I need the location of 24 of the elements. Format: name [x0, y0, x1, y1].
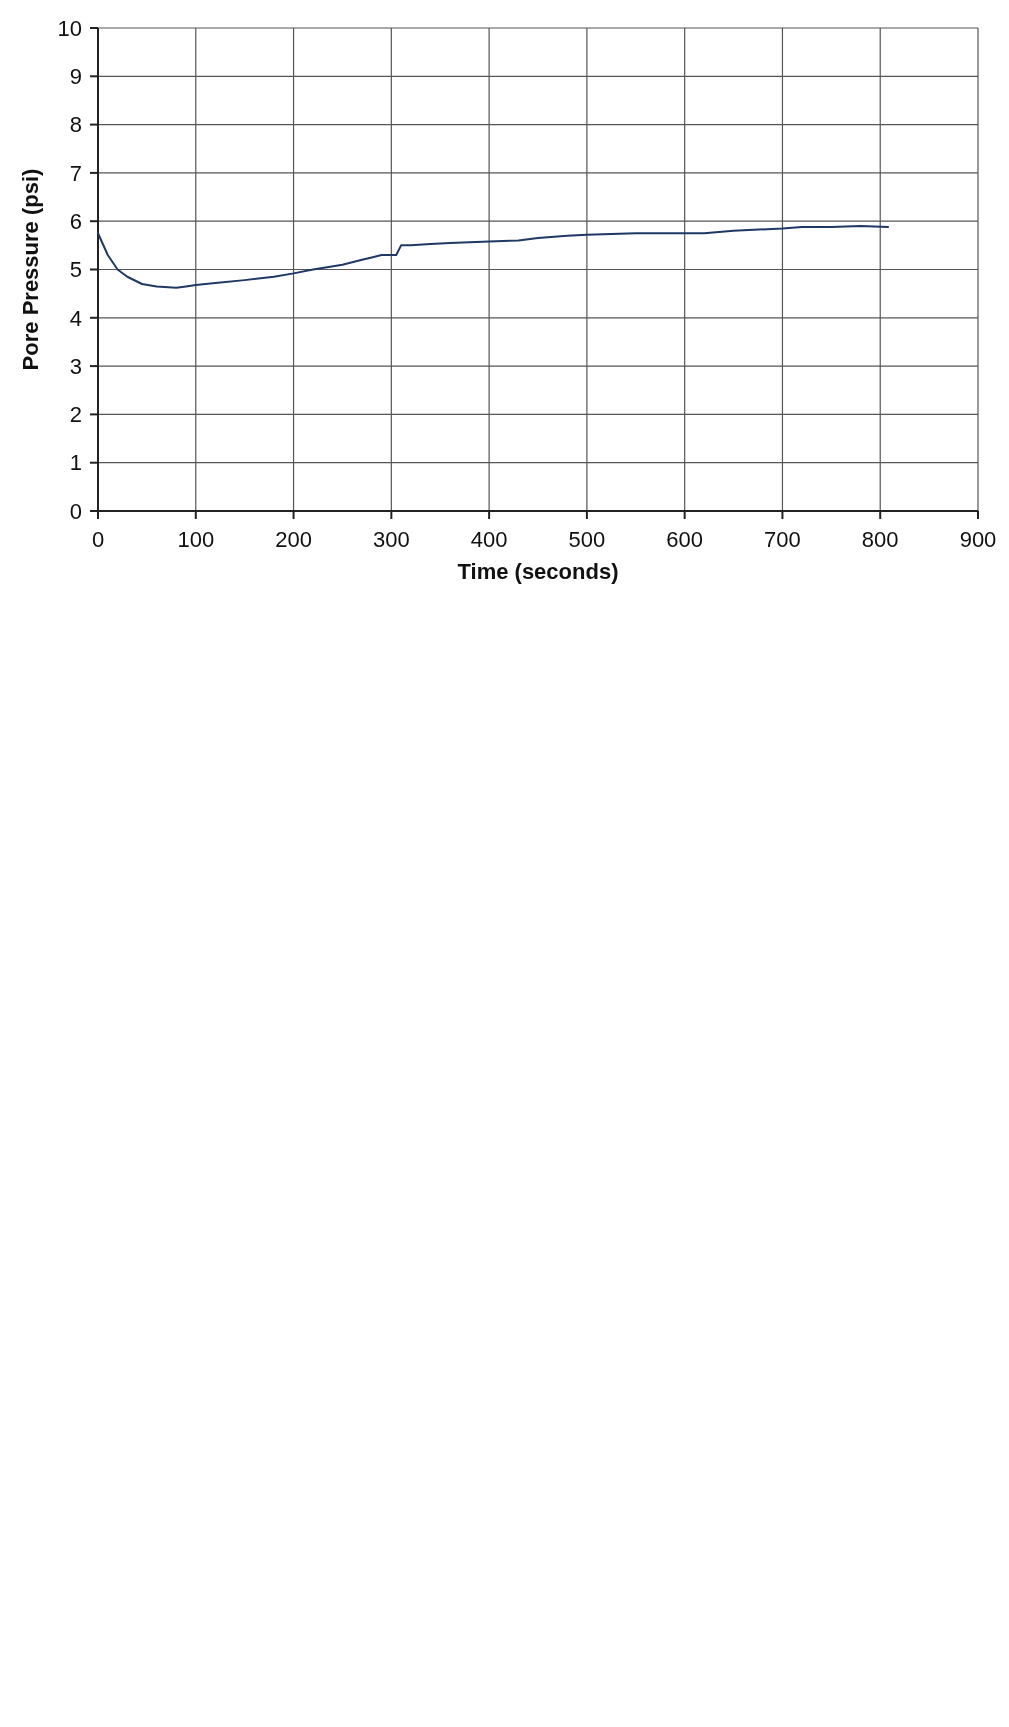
y-tick-label: 1 — [69, 450, 82, 476]
y-axis-title: Pore Pressure (psi) — [18, 168, 43, 371]
y-tick-label: 7 — [69, 160, 82, 186]
y-tick-label: 6 — [69, 208, 82, 234]
y-tick-label: 5 — [69, 257, 82, 283]
y-tick-label: 2 — [69, 402, 82, 428]
x-tick-label: 600 — [666, 527, 704, 552]
y-tick-label: 9 — [69, 64, 82, 89]
y-tick-label: 3 — [69, 353, 82, 379]
x-tick-label: 700 — [764, 527, 801, 552]
y-tick-label: 4 — [69, 305, 82, 331]
x-tick-label: 200 — [275, 527, 312, 552]
x-tick-label: 100 — [177, 527, 215, 552]
x-tick-label: 400 — [470, 527, 508, 552]
y-tick-label: 8 — [69, 112, 82, 138]
y-tick-label: 10 — [57, 15, 82, 41]
x-axis-title: Time (seconds) — [457, 559, 619, 584]
y-tick-label: 0 — [69, 498, 82, 524]
x-tick-label: 800 — [861, 527, 899, 552]
x-tick-label: 900 — [959, 527, 997, 552]
x-tick-label: 300 — [372, 527, 410, 552]
line-series — [97, 225, 890, 289]
x-tick-label: 500 — [568, 527, 606, 552]
x-tick-label: 0 — [91, 527, 105, 552]
